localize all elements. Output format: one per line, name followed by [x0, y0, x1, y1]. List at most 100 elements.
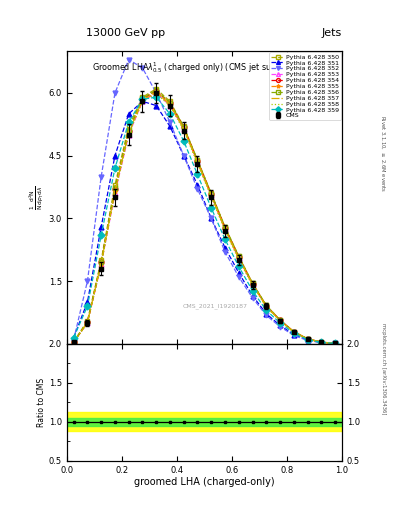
Pythia 6.428 359: [85, 303, 90, 309]
Pythia 6.428 351: [154, 102, 159, 109]
Pythia 6.428 358: [182, 127, 186, 133]
Pythia 6.428 359: [182, 138, 186, 144]
Pythia 6.428 356: [195, 157, 200, 163]
Pythia 6.428 354: [99, 259, 104, 265]
Pythia 6.428 355: [278, 317, 283, 324]
Pythia 6.428 357: [333, 340, 338, 347]
Pythia 6.428 352: [127, 56, 131, 62]
Pythia 6.428 359: [250, 288, 255, 294]
Pythia 6.428 355: [168, 101, 173, 108]
Pythia 6.428 352: [237, 274, 241, 280]
Pythia 6.428 358: [113, 189, 118, 196]
Pythia 6.428 350: [333, 340, 338, 347]
Pythia 6.428 355: [264, 304, 269, 310]
Pythia 6.428 350: [195, 157, 200, 163]
Pythia 6.428 354: [278, 317, 283, 323]
Pythia 6.428 357: [222, 226, 227, 232]
Y-axis label: Ratio to CMS: Ratio to CMS: [37, 378, 46, 427]
Pythia 6.428 351: [250, 293, 255, 299]
Pythia 6.428 352: [250, 295, 255, 301]
Pythia 6.428 351: [319, 339, 324, 346]
Pythia 6.428 355: [305, 336, 310, 342]
Pythia 6.428 357: [168, 101, 173, 108]
Pythia 6.428 350: [99, 257, 104, 263]
Pythia 6.428 357: [250, 281, 255, 287]
Pythia 6.428 353: [140, 98, 145, 104]
Pythia 6.428 350: [292, 329, 296, 335]
Pythia 6.428 358: [222, 227, 227, 233]
Pythia 6.428 352: [305, 337, 310, 344]
Pythia 6.428 358: [278, 318, 283, 324]
Line: Pythia 6.428 352: Pythia 6.428 352: [71, 57, 338, 346]
Pythia 6.428 353: [292, 329, 296, 335]
Pythia 6.428 350: [222, 224, 227, 230]
Pythia 6.428 358: [250, 282, 255, 288]
Pythia 6.428 350: [209, 190, 214, 197]
Pythia 6.428 359: [278, 320, 283, 326]
Pythia 6.428 356: [154, 87, 159, 93]
Pythia 6.428 353: [168, 102, 173, 109]
Pythia 6.428 354: [237, 254, 241, 260]
Pythia 6.428 352: [222, 249, 227, 255]
Pythia 6.428 352: [278, 324, 283, 330]
Pythia 6.428 351: [209, 216, 214, 222]
Pythia 6.428 354: [305, 336, 310, 342]
Pythia 6.428 353: [333, 340, 338, 347]
Pythia 6.428 355: [237, 255, 241, 262]
Pythia 6.428 358: [237, 257, 241, 263]
Pythia 6.428 358: [264, 304, 269, 310]
Pythia 6.428 359: [305, 336, 310, 343]
Pythia 6.428 357: [319, 339, 324, 345]
Pythia 6.428 356: [85, 318, 90, 325]
Pythia 6.428 352: [140, 65, 145, 71]
Pythia 6.428 350: [278, 317, 283, 323]
Pythia 6.428 354: [209, 191, 214, 197]
Pythia 6.428 355: [182, 126, 186, 132]
Pythia 6.428 352: [113, 90, 118, 96]
Pythia 6.428 359: [113, 165, 118, 172]
Pythia 6.428 355: [333, 340, 338, 347]
Text: mcplots.cern.ch [arXiv:1306.3436]: mcplots.cern.ch [arXiv:1306.3436]: [381, 323, 386, 414]
Pythia 6.428 354: [195, 158, 200, 164]
Pythia 6.428 357: [85, 319, 90, 326]
Pythia 6.428 352: [85, 278, 90, 284]
Pythia 6.428 358: [319, 339, 324, 345]
Pythia 6.428 358: [209, 194, 214, 200]
Pythia 6.428 350: [85, 318, 90, 324]
Pythia 6.428 357: [209, 193, 214, 199]
Pythia 6.428 354: [250, 281, 255, 287]
Pythia 6.428 358: [99, 261, 104, 267]
Pythia 6.428 350: [305, 336, 310, 342]
Pythia 6.428 359: [140, 96, 145, 102]
Text: Groomed LHA$\lambda^1_{0.5}$ (charged only) (CMS jet substructure): Groomed LHA$\lambda^1_{0.5}$ (charged on…: [92, 60, 316, 75]
Pythia 6.428 358: [292, 329, 296, 335]
Pythia 6.428 352: [99, 174, 104, 180]
Pythia 6.428 351: [305, 337, 310, 343]
Pythia 6.428 356: [99, 259, 104, 265]
Pythia 6.428 356: [113, 185, 118, 191]
Pythia 6.428 359: [237, 263, 241, 269]
Line: Pythia 6.428 356: Pythia 6.428 356: [71, 88, 338, 346]
Pythia 6.428 350: [168, 98, 173, 104]
Pythia 6.428 352: [264, 312, 269, 318]
Pythia 6.428 351: [72, 334, 76, 340]
Pythia 6.428 353: [182, 125, 186, 132]
Pythia 6.428 358: [127, 131, 131, 137]
Pythia 6.428 352: [333, 340, 338, 347]
Pythia 6.428 359: [292, 330, 296, 336]
Pythia 6.428 359: [195, 172, 200, 178]
Pythia 6.428 355: [154, 89, 159, 95]
Pythia 6.428 353: [154, 90, 159, 96]
Pythia 6.428 355: [127, 130, 131, 136]
Pythia 6.428 356: [264, 302, 269, 308]
Pythia 6.428 357: [292, 329, 296, 335]
Pythia 6.428 357: [72, 339, 76, 345]
Pythia 6.428 359: [333, 340, 338, 347]
Text: Rivet 3.1.10, $\geq$ 2.6M events: Rivet 3.1.10, $\geq$ 2.6M events: [379, 115, 387, 192]
Pythia 6.428 358: [195, 161, 200, 167]
Pythia 6.428 351: [237, 270, 241, 276]
Pythia 6.428 353: [195, 159, 200, 165]
Pythia 6.428 351: [264, 311, 269, 317]
Pythia 6.428 358: [72, 339, 76, 345]
Pythia 6.428 353: [237, 255, 241, 261]
